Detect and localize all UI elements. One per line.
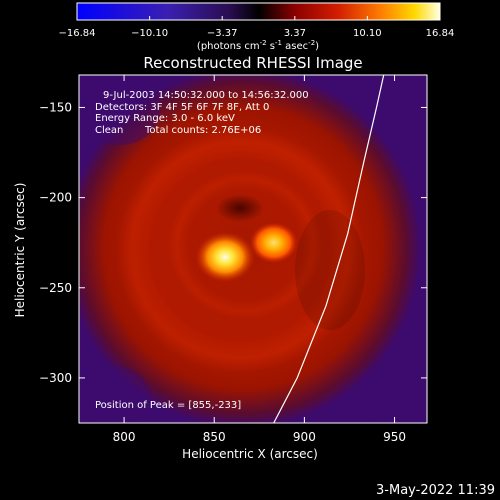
colorbar-tick-label: −3.37	[207, 28, 238, 39]
colorbar-ticks: −16.84 −10.10 −3.37 3.37 10.10 16.84	[58, 16, 454, 39]
solar-limb-line	[273, 75, 385, 423]
chart-title: Reconstructed RHESSI Image	[143, 54, 362, 72]
image-area	[79, 75, 427, 423]
x-tick-label: 850	[203, 430, 226, 444]
emission-source	[195, 231, 255, 283]
colorbar-tick-label: 16.84	[426, 28, 455, 39]
y-tick-label: −300	[39, 371, 72, 385]
x-axis-label: Heliocentric X (arcsec)	[182, 447, 318, 461]
plot-frame	[78, 74, 428, 424]
info-block: 9-Jul-2003 14:50:32.000 to 14:56:32.000 …	[95, 90, 309, 136]
x-tick-label: 950	[383, 430, 406, 444]
emission-source	[249, 222, 298, 264]
colorbar-tick-label: 10.10	[353, 28, 382, 39]
colorbar-units-label: (photons cm-2 s-1 asec-2)	[197, 39, 319, 52]
colorbar	[76, 2, 441, 21]
colorbar-tick-label: −10.10	[131, 28, 168, 39]
footer-timestamp: 3-May-2022 11:39	[376, 483, 495, 498]
x-tick-label: 900	[293, 430, 316, 444]
algorithm: Clean	[95, 125, 123, 136]
total-counts: Total counts: 2.76E+06	[144, 125, 261, 136]
colorbar-tick-label: −16.84	[58, 28, 95, 39]
peak-position: Position of Peak = [855,-233]	[95, 400, 241, 411]
emission-sources	[195, 222, 298, 283]
x-axis: 800 850 900 950	[113, 75, 406, 444]
y-axis: −150 −200 −250 −300	[39, 100, 427, 385]
time-range: 9-Jul-2003 14:50:32.000 to 14:56:32.000	[103, 90, 309, 101]
y-tick-label: −150	[39, 100, 72, 114]
y-tick-label: −250	[39, 281, 72, 295]
energy-range: Energy Range: 3.0 - 6.0 keV	[95, 113, 235, 124]
y-axis-label: Heliocentric Y (arcsec)	[13, 183, 27, 318]
colorbar-tick-label: 3.37	[284, 28, 306, 39]
y-tick-label: −200	[39, 191, 72, 205]
x-tick-label: 800	[113, 430, 136, 444]
detectors: Detectors: 3F 4F 5F 6F 7F 8F, Att 0	[95, 102, 269, 113]
